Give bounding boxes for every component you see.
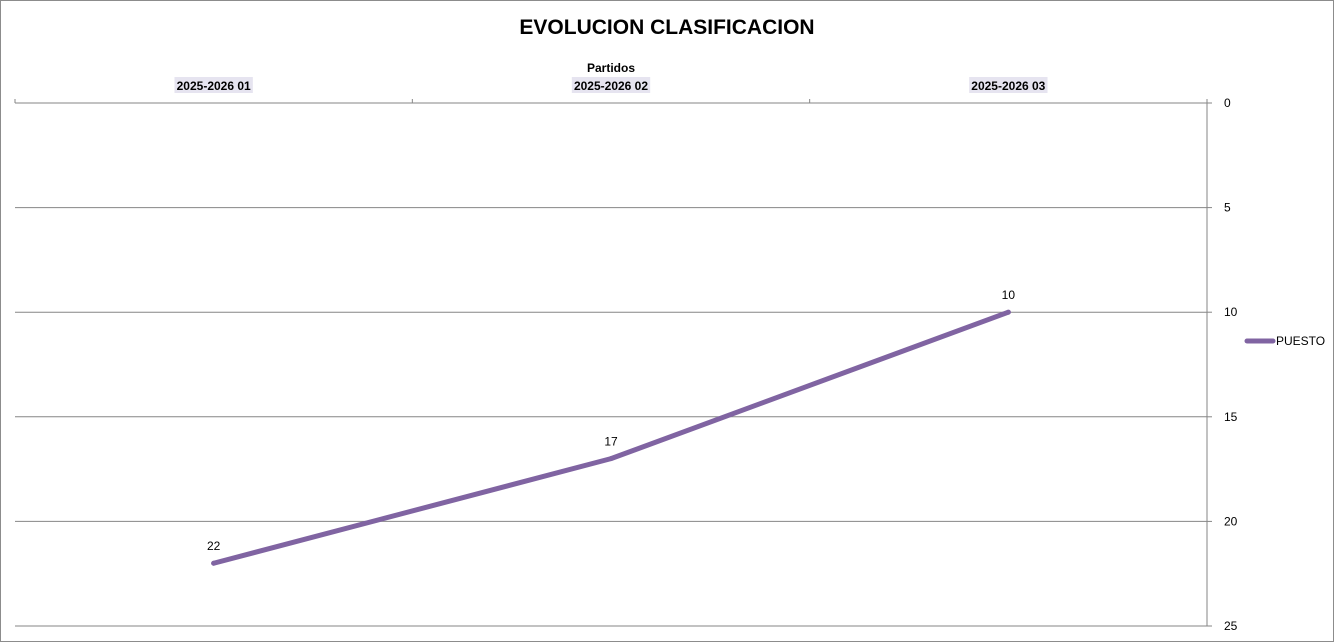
- data-point: [1005, 309, 1011, 315]
- data-label: 22: [207, 539, 221, 553]
- x-category-label: 2025-2026 02: [574, 79, 648, 93]
- y-tick-label-15: 15: [1224, 410, 1238, 424]
- y-tick-label-0: 0: [1224, 96, 1231, 110]
- x-category: 2025-2026 01: [174, 77, 253, 93]
- label-layer: 22 17 10: [207, 288, 1015, 553]
- x-category-bg: [571, 77, 651, 93]
- series-layer: [211, 309, 1011, 566]
- data-point: [211, 560, 217, 566]
- y-tick-label-5: 5: [1224, 201, 1231, 215]
- data-point: [608, 456, 614, 462]
- grid-layer: [15, 102, 1207, 627]
- data-label: 17: [604, 435, 618, 449]
- x-category-label: 2025-2026 01: [177, 79, 251, 93]
- data-label: 10: [1002, 288, 1016, 302]
- y-tick-label-10: 10: [1224, 305, 1238, 319]
- x-category-bg: [174, 77, 253, 93]
- x-category-label: 2025-2026 03: [971, 79, 1045, 93]
- y-tick-label-25: 25: [1224, 619, 1238, 633]
- axis-layer: 0 5 10 15 20 25 2025-2026 01 2025-2026 02 2025-2…: [14, 77, 1238, 633]
- x-axis-title: Partidos: [587, 61, 635, 75]
- x-category: 2025-2026 03: [969, 77, 1048, 93]
- legend: PUESTO: [1244, 334, 1325, 348]
- x-category: 2025-2026 02: [571, 77, 651, 93]
- x-category-bg: [969, 77, 1048, 93]
- legend-label: PUESTO: [1276, 334, 1325, 348]
- chart-title: EVOLUCION CLASIFICACION: [519, 16, 814, 39]
- y-tick-label-20: 20: [1224, 514, 1238, 528]
